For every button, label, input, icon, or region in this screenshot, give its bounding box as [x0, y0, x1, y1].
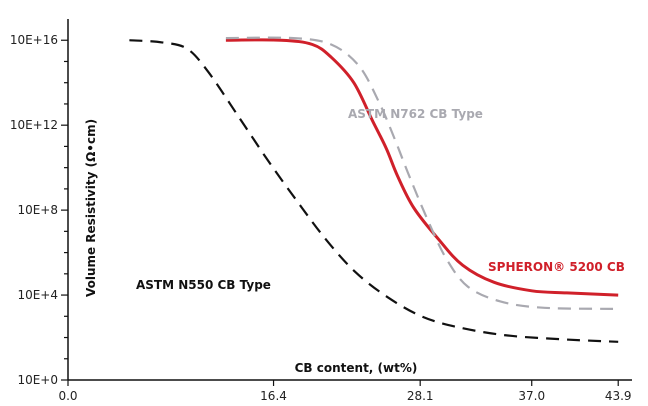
x-tick-label: 43.9 — [605, 389, 632, 403]
series-line-spheron-5200 — [225, 38, 619, 297]
y-axis-title: Volume Resistivity (Ω•cm) — [84, 119, 98, 297]
labels: Volume Resistivity (Ω•cm) CB content, (w… — [84, 107, 625, 375]
series-label-spheron-5200: SPHERON® 5200 CB — [488, 260, 625, 274]
x-tick-label: 0.0 — [58, 389, 77, 403]
series-line-astm-n550 — [129, 39, 619, 343]
y-tick-label: 10E+16 — [10, 33, 58, 47]
series-layer — [129, 36, 619, 343]
y-tick-label: 10E+12 — [10, 118, 58, 132]
axes: 10E+0 10E+4 10E+8 10E+12 10E+16 0.0 16.4 28.1 37… — [10, 19, 632, 403]
y-tick-label: 10E+8 — [17, 203, 58, 217]
y-tick-label: 10E+4 — [17, 288, 58, 302]
y-tick-label: 10E+0 — [17, 373, 58, 387]
series-label-astm-n550: ASTM N550 CB Type — [136, 278, 271, 292]
series-line-astm-n762 — [225, 36, 619, 310]
x-tick-label: 37.0 — [518, 389, 545, 403]
x-axis-title: CB content, (wt%) — [295, 361, 418, 375]
series-label-astm-n762: ASTM N762 CB Type — [348, 107, 483, 121]
x-tick-label: 28.1 — [407, 389, 434, 403]
x-tick-label: 16.4 — [260, 389, 287, 403]
